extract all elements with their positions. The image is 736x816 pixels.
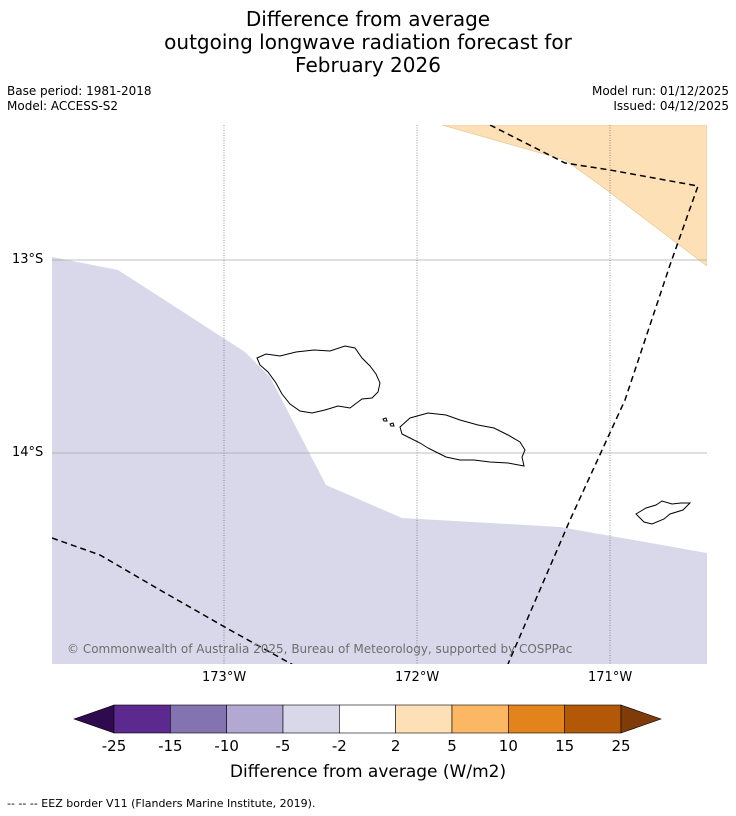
colorbar-segment bbox=[113, 704, 171, 734]
colorbar-segment bbox=[564, 704, 622, 734]
colorbar bbox=[73, 704, 662, 734]
islet-manono bbox=[382, 417, 388, 422]
colorbar-segment bbox=[508, 704, 565, 734]
map-area: © Commonwealth of Australia 2025, Bureau… bbox=[52, 125, 707, 664]
colorbar-segment bbox=[282, 704, 340, 734]
colorbar-tick-label: -2 bbox=[331, 737, 347, 755]
eez-borders bbox=[52, 125, 700, 664]
lon-label-171w: 171°W bbox=[588, 670, 633, 685]
colorbar-tick-label: -15 bbox=[158, 737, 183, 755]
colorbar-segment bbox=[451, 704, 509, 734]
colorbar-tick-label: 5 bbox=[447, 737, 457, 755]
colorbar-tick-label: 15 bbox=[555, 737, 575, 755]
lon-label-172w: 172°W bbox=[395, 670, 440, 685]
colorbar-tick-label: -10 bbox=[214, 737, 239, 755]
meta-right: Model run: 01/12/2025 Issued: 04/12/2025 bbox=[592, 84, 729, 114]
colorbar-segment bbox=[395, 704, 453, 734]
colorbar-segments bbox=[113, 704, 622, 734]
title-line-1: Difference from average bbox=[245, 7, 491, 31]
eez-border-north bbox=[489, 125, 700, 664]
islet-apolima bbox=[389, 422, 395, 427]
chart-title: Difference from average outgoing longwav… bbox=[0, 8, 736, 77]
colorbar-tick-label: 10 bbox=[498, 737, 518, 755]
colorbar-segment bbox=[226, 704, 284, 734]
colorbar-title: Difference from average (W/m2) bbox=[229, 762, 507, 782]
issued-date: Issued: 04/12/2025 bbox=[613, 99, 729, 113]
lon-label-173w: 173°W bbox=[202, 670, 247, 685]
lat-label-14s: 14°S bbox=[12, 445, 44, 460]
colorbar-tick-label: 25 bbox=[611, 737, 631, 755]
colorbar-tick-label: -5 bbox=[275, 737, 291, 755]
colorbar-tick-label: 2 bbox=[390, 737, 401, 755]
island-upolu bbox=[399, 412, 526, 467]
model-name: Model: ACCESS-S2 bbox=[7, 99, 119, 113]
colorbar-tick-label: -25 bbox=[101, 737, 127, 755]
colorbar-extend-high bbox=[620, 704, 662, 734]
colorbar-segment bbox=[170, 704, 227, 734]
eez-footnote: -- -- -- EEZ border V11 (Flanders Marine… bbox=[7, 797, 316, 810]
title-line-2: outgoing longwave radiation forecast for bbox=[164, 30, 572, 54]
model-run: Model run: 01/12/2025 bbox=[591, 84, 729, 98]
islands bbox=[256, 345, 692, 525]
title-line-3: February 2026 bbox=[295, 53, 441, 77]
gridlines bbox=[52, 125, 707, 664]
lat-label-13s: 13°S bbox=[12, 252, 44, 267]
island-tutuila bbox=[635, 500, 692, 525]
base-period: Base period: 1981-2018 bbox=[7, 84, 152, 98]
eez-border-south bbox=[52, 537, 293, 664]
copyright-text: © Commonwealth of Australia 2025, Bureau… bbox=[67, 642, 572, 656]
positive-anomaly-region bbox=[441, 125, 707, 267]
colorbar-segment bbox=[339, 704, 396, 734]
meta-left: Base period: 1981-2018 Model: ACCESS-S2 bbox=[7, 84, 152, 114]
island-savaii bbox=[256, 345, 381, 414]
colorbar-extend-low bbox=[73, 704, 115, 734]
negative-anomaly-region bbox=[52, 257, 707, 664]
